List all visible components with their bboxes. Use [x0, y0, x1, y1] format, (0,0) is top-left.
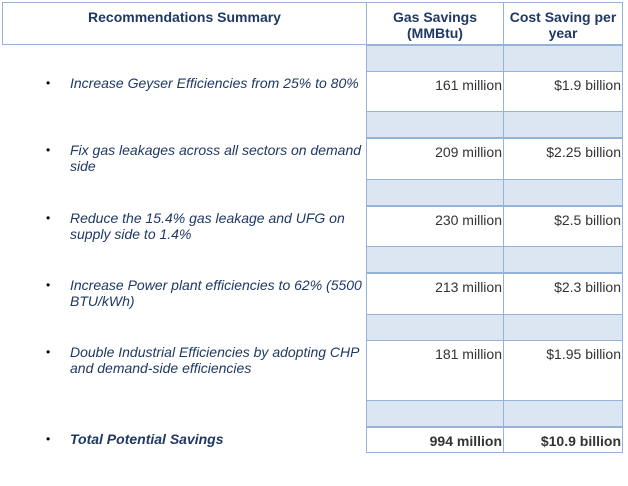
gas-savings: 181 million: [366, 340, 504, 401]
recommendation: Reduce the 15.4% gas leakage and UFG on …: [70, 210, 345, 242]
cost-saving: $2.5 billion: [503, 206, 623, 247]
cost-saving: $10.9 billion: [503, 427, 623, 453]
spacer-cell: [503, 111, 623, 138]
header-title: Recommendations Summary: [2, 2, 367, 45]
spacer-cell: [366, 246, 504, 273]
bullet: •: [46, 76, 51, 90]
spacer-cell: [366, 179, 504, 206]
spacer-cell: [503, 45, 623, 72]
spacer-cell: [503, 400, 623, 427]
spacer-cell: [366, 45, 504, 72]
gas-savings: 213 million: [366, 273, 504, 315]
bullet: •: [46, 278, 51, 292]
recommendation: Increase Geyser Efficiencies from 25% to…: [70, 75, 359, 91]
recommendation: Increase Power plant efficiencies to 62%…: [70, 277, 362, 309]
cost-saving: $2.3 billion: [503, 273, 623, 315]
spacer-cell: [503, 179, 623, 206]
gas-savings: 230 million: [366, 206, 504, 247]
recommendation: Fix gas leakages across all sectors on d…: [70, 142, 362, 174]
cost-saving: $1.95 billion: [503, 340, 623, 401]
bullet: •: [46, 211, 51, 225]
spacer-cell: [366, 111, 504, 138]
spacer-cell: [503, 314, 623, 341]
cost-saving: $2.25 billion: [503, 138, 623, 180]
spacer-cell: [366, 400, 504, 427]
spacer-cell: [503, 246, 623, 273]
recommendation: Total Potential Savings: [70, 431, 224, 447]
spacer-cell: [366, 314, 504, 341]
header-gas: Gas Savings (MMBtu): [366, 2, 504, 45]
gas-savings: 161 million: [366, 71, 504, 112]
header-cost: Cost Saving per year: [503, 2, 623, 45]
bullet: •: [46, 143, 51, 157]
gas-savings: 209 million: [366, 138, 504, 180]
recommendation: Double Industrial Efficiencies by adopti…: [70, 344, 359, 376]
cost-saving: $1.9 billion: [503, 71, 623, 112]
bullet: •: [46, 345, 51, 359]
bullet: •: [46, 432, 51, 446]
gas-savings: 994 million: [366, 427, 504, 453]
